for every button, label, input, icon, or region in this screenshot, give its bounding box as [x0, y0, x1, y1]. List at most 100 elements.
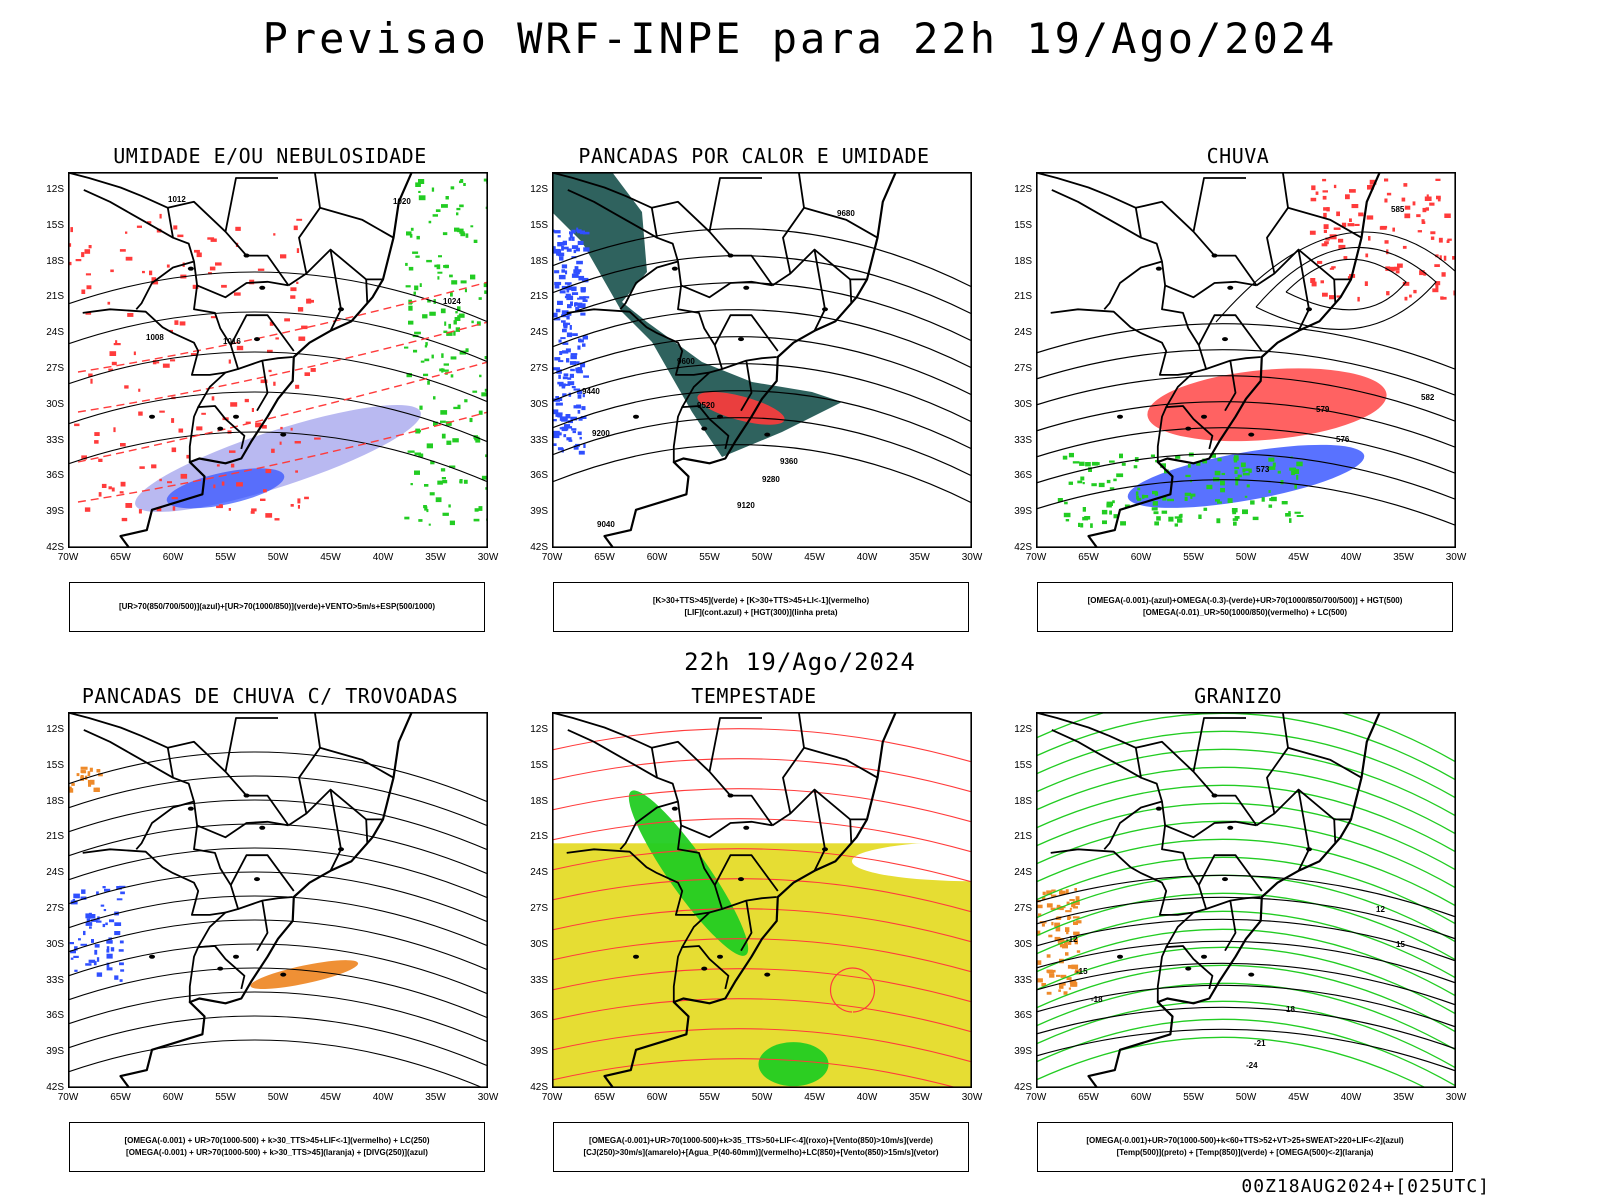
- legend-line: [K>30+TTS>45](verde) + [K>30+TTS>45+LI<-…: [652, 596, 870, 605]
- longitude-tick-label: 45W: [804, 1092, 825, 1103]
- contour-label: 9520: [697, 401, 715, 410]
- longitude-tick-label: 65W: [110, 1092, 131, 1103]
- latitude-tick-label: 36S: [530, 1010, 548, 1022]
- longitude-tick-label: 55W: [699, 1092, 720, 1103]
- map-frame: [68, 172, 488, 548]
- latitude-tick-label: 12S: [1014, 723, 1032, 735]
- longitude-tick-label: 60W: [646, 552, 668, 563]
- forecast-map: 585 582 579 576 573: [1036, 172, 1456, 548]
- forecast-map: 9680 9600 9520 9440 9360 9280 9200 9120 9040: [552, 172, 972, 548]
- latitude-tick-label: 36S: [46, 470, 64, 482]
- longitude-tick-label: 40W: [372, 552, 394, 563]
- latitude-tick-label: 24S: [46, 327, 64, 339]
- latitude-tick-label: 18S: [1014, 255, 1032, 267]
- latitude-tick-label: 36S: [530, 470, 548, 482]
- latitude-tick-label: 42S: [1014, 1082, 1032, 1093]
- latitude-tick-label: 18S: [46, 795, 64, 807]
- contour-label: -15: [1076, 967, 1088, 976]
- longitude-tick-label: 65W: [594, 552, 615, 563]
- map-canvas: -12 -15 -18 -21 -24 12 15 18: [1036, 712, 1456, 1088]
- longitude-tick-label: 70W: [1025, 552, 1047, 563]
- panel-legend-box: [OMEGA(-0.001)+UR>70(1000-500)+k>35_TTS>…: [553, 1122, 969, 1172]
- longitude-tick-label: 70W: [57, 552, 79, 563]
- longitude-tick-label: 60W: [1130, 1092, 1152, 1103]
- forecast-map: -12 -15 -18 -21 -24 12 15 18: [1036, 712, 1456, 1088]
- contour-label: 582: [1421, 393, 1435, 402]
- longitude-tick-label: 35W: [425, 1092, 446, 1103]
- latitude-tick-label: 18S: [1014, 795, 1032, 807]
- panel-legend-box: [K>30+TTS>45](verde) + [K>30+TTS>45+LI<-…: [553, 582, 969, 632]
- contour-label: -24: [1246, 1061, 1258, 1070]
- map-frame: [552, 712, 972, 1088]
- latitude-tick-label: 12S: [530, 183, 548, 195]
- latitude-tick-label: 39S: [1014, 506, 1032, 518]
- latitude-tick-label: 33S: [1014, 974, 1032, 986]
- latitude-tick-label: 12S: [530, 723, 548, 735]
- white-gap-northeast: [852, 841, 972, 882]
- longitude-tick-label: 55W: [1183, 1092, 1204, 1103]
- panel-title: PANCADAS POR CALOR E UMIDADE: [578, 144, 930, 168]
- latitude-tick-label: 39S: [530, 1046, 548, 1058]
- latitude-tick-label: 15S: [1014, 759, 1032, 771]
- latitude-tick-label: 21S: [46, 831, 64, 843]
- legend-line: [OMEGA(-0.001) + UR>70(1000-500) + k>30_…: [126, 1148, 428, 1157]
- contour-label: 9600: [677, 357, 695, 366]
- contour-label: 576: [1336, 435, 1350, 444]
- latitude-tick-label: 33S: [1014, 434, 1032, 446]
- legend-line: [OMEGA(-0.001)+UR>70(1000-500)+k>35_TTS>…: [589, 1136, 933, 1145]
- orange-thunderstorm-area: [250, 960, 359, 990]
- panel-title: CHUVA: [1206, 144, 1270, 168]
- forecast-time-label: 22h 19/Ago/2024: [684, 648, 916, 676]
- legend-line: [UR>70(850/700/500)](azul)+[UR>70(1000/8…: [118, 602, 436, 611]
- panel-legend-box: [UR>70(850/700/500)](azul)+[UR>70(1000/8…: [69, 582, 485, 632]
- latitude-tick-label: 12S: [46, 183, 64, 195]
- latitude-tick-label: 30S: [46, 938, 64, 950]
- longitude-tick-label: 45W: [804, 552, 825, 563]
- contour-label: -18: [1091, 995, 1103, 1004]
- legend-line: [OMEGA(-0.001) + UR>70(1000-500) + k>30_…: [124, 1136, 430, 1145]
- forecast-panel: UMIDADE E/OU NEBULOSIDADE 1012 1020 1024 100…: [40, 144, 500, 632]
- longitude-tick-label: 60W: [162, 552, 184, 563]
- panel-legend-box: [OMEGA(-0.001) + UR>70(1000-500) + k>30_…: [69, 1122, 485, 1172]
- panel-legend-box: [OMEGA(-0.001)+UR>70(1000-500)+k<60+TTS>…: [1037, 1122, 1453, 1172]
- map-frame: [68, 712, 488, 1088]
- latitude-tick-label: 24S: [1014, 327, 1032, 339]
- longitude-tick-label: 35W: [1393, 552, 1414, 563]
- latitude-tick-label: 15S: [530, 759, 548, 771]
- latitude-tick-label: 12S: [1014, 183, 1032, 195]
- longitude-tick-label: 70W: [1025, 1092, 1047, 1103]
- longitude-tick-label: 40W: [856, 1092, 878, 1103]
- latitude-tick-label: 15S: [46, 759, 64, 771]
- longitude-tick-label: 30W: [961, 1092, 983, 1103]
- latitude-tick-label: 24S: [1014, 867, 1032, 879]
- longitude-tick-label: 40W: [856, 552, 878, 563]
- latitude-tick-label: 39S: [46, 1046, 64, 1058]
- map-frame: [1036, 172, 1456, 548]
- contour-label: 1012: [168, 195, 186, 204]
- longitude-tick-label: 30W: [477, 1092, 499, 1103]
- latitude-tick-label: 39S: [1014, 1046, 1032, 1058]
- contour-label: 1024: [443, 297, 461, 306]
- longitude-tick-label: 70W: [57, 1092, 79, 1103]
- longitude-tick-label: 55W: [215, 1092, 236, 1103]
- latitude-tick-label: 42S: [46, 1082, 64, 1093]
- map-frame: [1036, 712, 1456, 1088]
- contour-label: -12: [1066, 935, 1078, 944]
- latitude-tick-label: 33S: [46, 434, 64, 446]
- latitude-tick-label: 30S: [1014, 398, 1032, 410]
- longitude-tick-label: 55W: [1183, 552, 1204, 563]
- latitude-tick-label: 27S: [530, 362, 548, 374]
- longitude-tick-label: 40W: [1340, 1092, 1362, 1103]
- longitude-tick-label: 65W: [110, 552, 131, 563]
- longitude-tick-label: 70W: [541, 552, 563, 563]
- latitude-tick-label: 18S: [46, 255, 64, 267]
- blue-moisture-core: [166, 468, 285, 509]
- forecast-map: [552, 712, 972, 1088]
- longitude-tick-label: 45W: [1288, 552, 1309, 563]
- longitude-tick-label: 60W: [162, 1092, 184, 1103]
- yellow-jet-area: [552, 843, 972, 1088]
- latitude-tick-label: 33S: [530, 434, 548, 446]
- legend-line: [CJ(250)>30m/s](amarelo)+[Agua_P(40-60mm…: [583, 1148, 939, 1157]
